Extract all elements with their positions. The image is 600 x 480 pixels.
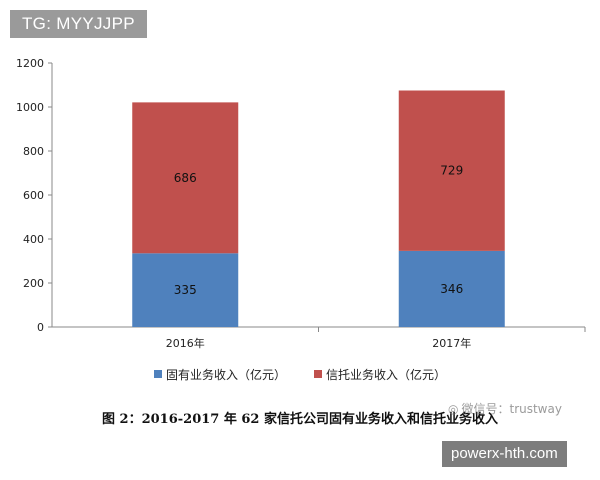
bar-segment-proprietary-1 bbox=[398, 250, 505, 327]
y-tick-label: 800 bbox=[23, 145, 44, 158]
data-label: 335 bbox=[174, 283, 197, 297]
y-tick-label: 200 bbox=[23, 277, 44, 290]
data-label: 729 bbox=[440, 164, 463, 178]
y-tick-label: 400 bbox=[23, 233, 44, 246]
legend-swatch-trust bbox=[314, 370, 322, 378]
x-tick-label: 2017年 bbox=[432, 336, 471, 350]
legend-swatch-proprietary bbox=[153, 370, 162, 378]
wechat-watermark: ◎ 微信号：trustway bbox=[448, 400, 562, 417]
site-label: powerx-hth.com bbox=[442, 441, 567, 467]
bar-segment-trust-0 bbox=[132, 102, 239, 254]
bar-segment-trust-1 bbox=[398, 90, 505, 251]
bar-segment-proprietary-0 bbox=[132, 253, 239, 327]
y-tick-label: 600 bbox=[23, 189, 44, 202]
legend-item-trust: 信托业务收入（亿元） bbox=[314, 362, 446, 386]
x-tick-label: 2016年 bbox=[166, 336, 205, 350]
data-label: 686 bbox=[174, 171, 197, 185]
legend-item-proprietary: 固有业务收入（亿元） bbox=[153, 362, 286, 386]
figure-caption: 图 2：2016-2017 年 62 家信托公司固有业务收入和信托业务收入 bbox=[102, 412, 498, 427]
legend-label-proprietary: 固有业务收入（亿元） bbox=[165, 367, 286, 382]
wechat-icon: ◎ bbox=[448, 401, 459, 416]
tg-tag: TG: MYYJJPP bbox=[10, 10, 147, 38]
y-tick-label: 1200 bbox=[16, 57, 44, 70]
watermark-text: 微信号：trustway bbox=[461, 402, 562, 416]
y-tick-label: 0 bbox=[37, 321, 44, 334]
data-label: 346 bbox=[440, 282, 463, 296]
legend-label-trust: 信托业务收入（亿元） bbox=[326, 367, 447, 382]
y-tick-label: 1000 bbox=[16, 101, 44, 114]
chart-legend: 固有业务收入（亿元） 信托业务收入（亿元） bbox=[0, 362, 600, 386]
stacked-bar-chart: 0 200 400 600 800 1000 1200 335 686 2016年 346 729 20… bbox=[16, 57, 586, 350]
